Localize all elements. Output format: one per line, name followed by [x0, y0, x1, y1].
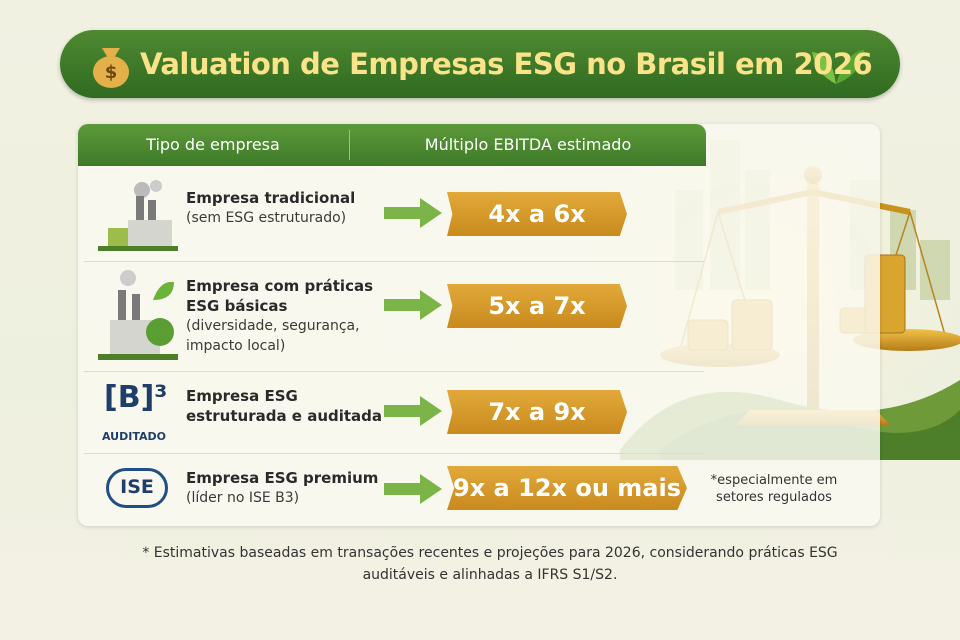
header-divider — [349, 130, 350, 160]
footnote: * Estimativas baseadas em transações rec… — [142, 545, 838, 583]
table-header — [78, 124, 706, 166]
row-label: Empresa com práticas ESG básicas (diversi… — [186, 276, 376, 356]
row-divider — [84, 261, 704, 262]
leaf-icon — [812, 50, 864, 84]
money-bag-icon: $ — [93, 48, 129, 88]
company-type: Empresa tradicional — [186, 189, 356, 207]
b3-caption: AUDITADO — [102, 430, 166, 443]
row-note: *especialmente em setores regulados — [710, 473, 838, 505]
b3-icon: [B]³ — [104, 380, 168, 415]
multiple-badge: 9x a 12x ou mais — [447, 466, 687, 510]
multiple-badge: 4x a 6x — [447, 192, 627, 236]
row-divider — [84, 453, 704, 454]
ise-badge — [106, 468, 168, 508]
company-detail: (diversidade, segurança, impacto local) — [186, 318, 360, 354]
arrow — [384, 198, 442, 228]
multiple-badge: 5x a 7x — [447, 284, 627, 328]
title: Valuation de Empresas ESG no Brasil em 2… — [140, 47, 873, 81]
company-type: Empresa ESG estruturada e auditada — [186, 387, 383, 425]
row-label: Empresa ESG premium (líder no ISE B3) — [186, 468, 386, 508]
factory-icon — [98, 180, 178, 251]
column-header: Tipo de empresa — [146, 135, 280, 154]
arrow — [384, 396, 442, 426]
row-divider — [84, 371, 704, 372]
arrow — [384, 474, 442, 504]
ise-icon: ISE — [120, 476, 154, 498]
svg-text:$: $ — [105, 62, 118, 83]
company-detail: (líder no ISE B3) — [186, 490, 300, 506]
row-label: Empresa tradicional (sem ESG estruturado) — [186, 188, 386, 228]
title-banner — [60, 30, 900, 98]
green-factory-icon — [98, 270, 178, 360]
row-label: Empresa ESG estruturada e auditada — [186, 386, 386, 426]
company-detail: (sem ESG estruturado) — [186, 210, 347, 226]
column-header: Múltiplo EBITDA estimado — [424, 135, 632, 154]
company-type: Empresa ESG premium — [186, 469, 379, 487]
multiple-badge: 7x a 9x — [447, 390, 627, 434]
company-type: Empresa com práticas ESG básicas — [186, 277, 374, 315]
arrow — [384, 290, 442, 320]
